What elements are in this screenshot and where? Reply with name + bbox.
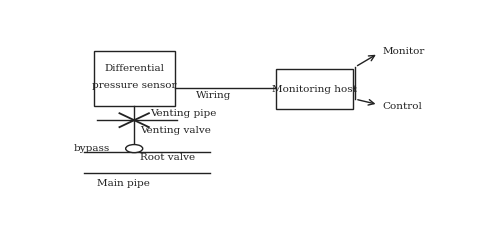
Circle shape — [126, 144, 142, 153]
Text: pressure sensor: pressure sensor — [92, 81, 176, 90]
Bar — [94, 50, 175, 105]
Text: Venting valve: Venting valve — [140, 126, 211, 135]
Text: Differential: Differential — [104, 64, 164, 73]
Text: Monitor: Monitor — [382, 47, 424, 56]
Text: Main pipe: Main pipe — [98, 179, 150, 188]
Text: Root valve: Root valve — [140, 153, 195, 162]
Text: Venting pipe: Venting pipe — [150, 109, 216, 118]
Text: Control: Control — [382, 102, 422, 111]
Text: Monitoring host: Monitoring host — [272, 84, 357, 94]
Text: Wiring: Wiring — [196, 91, 232, 100]
Text: bypass: bypass — [74, 144, 110, 153]
Bar — [276, 69, 353, 109]
